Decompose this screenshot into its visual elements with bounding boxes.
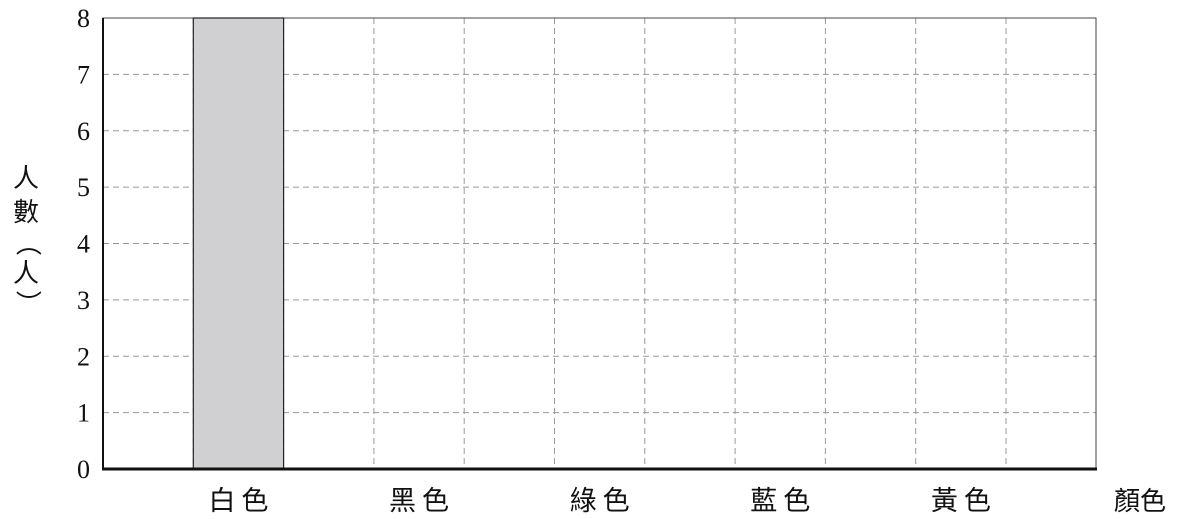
y-axis-label-char: 人 xyxy=(13,164,39,194)
x-category-labels: 白色 黑色 綠色 藍色 黃色 xyxy=(208,486,997,517)
y-tick-label: 2 xyxy=(77,342,90,371)
bars xyxy=(192,17,285,470)
x-category-label: 綠色 xyxy=(570,486,636,517)
y-tick-label: 3 xyxy=(77,286,90,315)
axes xyxy=(102,18,1097,471)
y-tick-label: 8 xyxy=(77,4,90,33)
y-axis-label-char: （ xyxy=(12,230,42,256)
y-tick-label: 4 xyxy=(77,230,90,259)
y-axis-label-char: 人 xyxy=(13,259,39,289)
y-axis-label: 人數（人） xyxy=(12,164,42,316)
y-tick-label: 6 xyxy=(77,117,90,146)
y-axis-label-char: 數 xyxy=(13,198,39,228)
y-tick-labels: 0 1 2 3 4 5 6 7 8 xyxy=(77,4,90,484)
x-category-label: 藍色 xyxy=(750,486,816,517)
x-category-label: 白色 xyxy=(208,486,274,517)
x-axis-label: 顏色 xyxy=(1114,487,1166,517)
x-category-label: 黑色 xyxy=(389,486,455,517)
bar xyxy=(192,17,285,470)
x-category-label: 黃色 xyxy=(931,486,997,517)
y-tick-label: 7 xyxy=(77,60,90,89)
y-tick-label: 1 xyxy=(77,399,90,428)
y-tick-label: 5 xyxy=(77,173,90,202)
y-axis-label-char: ） xyxy=(12,290,42,316)
y-tick-label: 0 xyxy=(77,455,90,484)
